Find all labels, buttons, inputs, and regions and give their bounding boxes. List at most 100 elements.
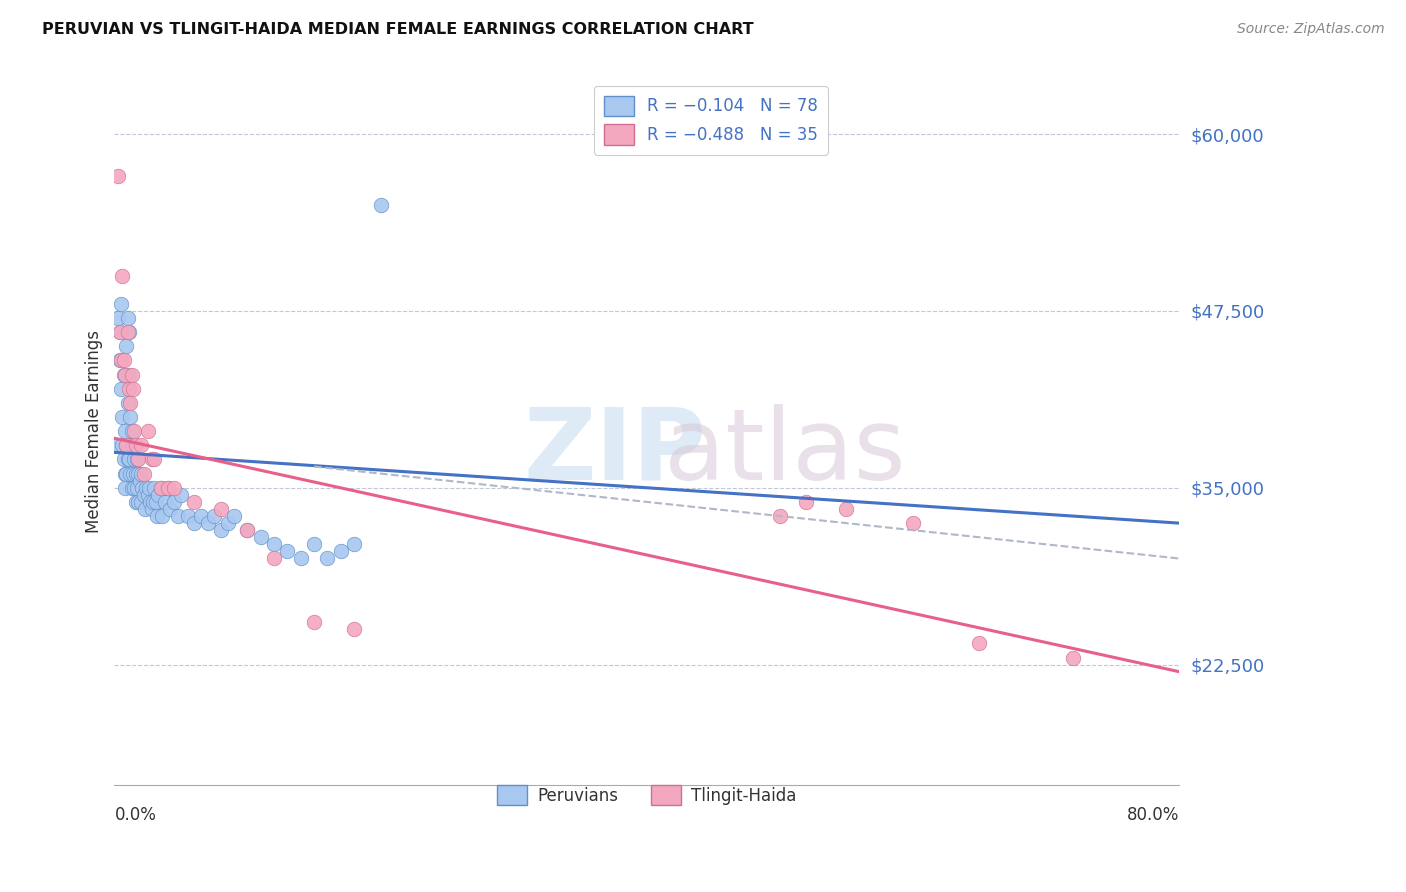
Point: [112, 452, 135, 467]
Text: 0.0%: 0.0%: [114, 806, 156, 824]
Point: [108, 353, 131, 368]
Point: [302, 615, 325, 629]
Point: [135, 481, 157, 495]
Point: [209, 502, 232, 516]
Point: [263, 537, 285, 551]
Y-axis label: Median Female Earnings: Median Female Earnings: [86, 330, 103, 533]
Point: [111, 409, 134, 424]
Point: [835, 502, 858, 516]
Point: [343, 537, 366, 551]
Point: [117, 325, 139, 339]
Point: [107, 310, 129, 325]
Point: [118, 452, 141, 467]
Point: [132, 488, 155, 502]
Point: [122, 467, 145, 481]
Point: [105, 438, 128, 452]
Point: [125, 438, 148, 452]
Point: [249, 530, 271, 544]
Point: [150, 481, 173, 495]
Point: [290, 551, 312, 566]
Point: [136, 488, 159, 502]
Point: [117, 452, 139, 467]
Point: [143, 452, 166, 467]
Point: [127, 467, 149, 481]
Point: [236, 523, 259, 537]
Point: [143, 481, 166, 495]
Point: [120, 396, 142, 410]
Text: Source: ZipAtlas.com: Source: ZipAtlas.com: [1237, 22, 1385, 37]
Point: [115, 339, 138, 353]
Point: [202, 509, 225, 524]
Point: [1062, 650, 1084, 665]
Text: atlas: atlas: [665, 404, 905, 501]
Point: [146, 509, 169, 524]
Text: 80.0%: 80.0%: [1126, 806, 1180, 824]
Point: [209, 523, 232, 537]
Point: [114, 424, 136, 438]
Point: [110, 353, 132, 368]
Point: [115, 438, 138, 452]
Point: [134, 502, 156, 516]
Point: [118, 368, 141, 382]
Point: [111, 268, 134, 283]
Point: [125, 481, 148, 495]
Point: [148, 488, 170, 502]
Point: [122, 438, 145, 452]
Point: [236, 523, 259, 537]
Point: [139, 495, 162, 509]
Point: [117, 310, 139, 325]
Point: [107, 169, 129, 184]
Point: [170, 488, 193, 502]
Point: [124, 452, 146, 467]
Point: [142, 495, 165, 509]
Point: [156, 481, 179, 495]
Point: [183, 495, 205, 509]
Point: [163, 495, 186, 509]
Point: [153, 495, 176, 509]
Point: [129, 438, 152, 452]
Point: [121, 424, 143, 438]
Point: [110, 297, 132, 311]
Point: [124, 424, 146, 438]
Point: [108, 325, 131, 339]
Point: [125, 452, 148, 467]
Point: [316, 551, 339, 566]
Point: [118, 382, 141, 396]
Point: [969, 636, 991, 650]
Point: [138, 481, 160, 495]
Point: [125, 467, 148, 481]
Point: [110, 382, 132, 396]
Point: [769, 509, 792, 524]
Point: [141, 502, 163, 516]
Point: [263, 551, 285, 566]
Point: [121, 481, 143, 495]
Point: [132, 467, 155, 481]
Point: [131, 481, 153, 495]
Point: [115, 438, 138, 452]
Point: [114, 368, 136, 382]
Point: [115, 467, 138, 481]
Point: [114, 481, 136, 495]
Point: [129, 467, 152, 481]
Point: [111, 438, 134, 452]
Point: [796, 495, 818, 509]
Point: [276, 544, 298, 558]
Point: [217, 516, 239, 530]
Point: [121, 368, 143, 382]
Point: [176, 509, 198, 524]
Text: ZIP: ZIP: [523, 404, 706, 501]
Point: [118, 325, 141, 339]
Point: [114, 467, 136, 481]
Point: [190, 509, 212, 524]
Point: [120, 467, 142, 481]
Point: [141, 452, 163, 467]
Point: [127, 452, 149, 467]
Point: [124, 481, 146, 495]
Point: [370, 198, 392, 212]
Point: [167, 509, 190, 524]
Point: [122, 382, 145, 396]
Point: [163, 481, 186, 495]
Point: [159, 502, 181, 516]
Point: [901, 516, 924, 530]
Point: [329, 544, 352, 558]
